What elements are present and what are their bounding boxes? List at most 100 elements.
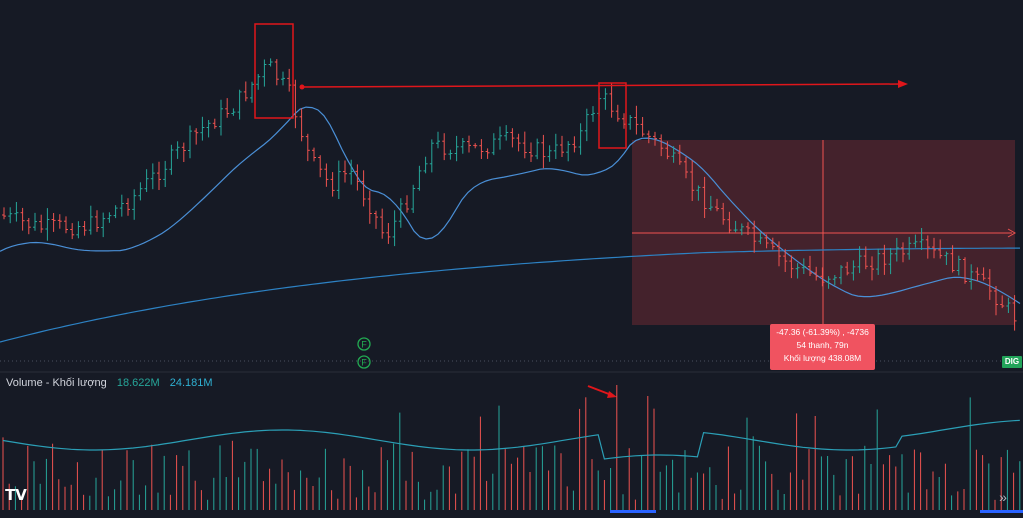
ohlc-bar <box>491 133 496 156</box>
ohlc-bar <box>200 116 205 141</box>
ohlc-bar <box>169 144 174 175</box>
chevron-double-right-icon[interactable]: » <box>999 489 1007 505</box>
ohlc-bar <box>777 241 781 267</box>
measure-tooltip: -47.36 (-61.39%) , -4736 54 thanh, 79n K… <box>770 324 875 370</box>
ohlc-bar <box>529 142 533 162</box>
ohlc-bar <box>882 244 887 275</box>
ohlc-bar <box>671 146 676 163</box>
ohlc-bar <box>188 125 192 159</box>
ohlc-bar <box>727 211 732 234</box>
ohlc-bar <box>417 165 422 191</box>
ohlc-bar <box>64 216 68 234</box>
ohlc-bar <box>535 138 540 160</box>
ohlc-bar <box>281 71 285 86</box>
annotation-horizontal-line[interactable] <box>301 83 903 88</box>
ohlc-bar <box>473 143 478 149</box>
annotation-box-1[interactable] <box>254 23 294 119</box>
ohlc-bar <box>845 261 850 276</box>
ohlc-bar <box>510 128 515 148</box>
event-marker-icon[interactable] <box>357 337 371 351</box>
ohlc-bar <box>392 210 397 247</box>
ohlc-bar <box>355 164 360 191</box>
ohlc-bar <box>144 169 149 192</box>
ohlc-bar <box>318 155 323 178</box>
ohlc-bar <box>547 145 552 162</box>
ohlc-bar <box>956 255 961 276</box>
ohlc-bar <box>436 131 440 149</box>
ohlc-bar <box>367 190 372 224</box>
ohlc-bar <box>814 266 819 281</box>
ohlc-bar <box>157 161 161 190</box>
ohlc-bar <box>498 126 502 150</box>
ohlc-bar <box>206 120 211 138</box>
ohlc-bar <box>324 163 329 187</box>
ohlc-bar <box>423 156 428 174</box>
ohlc-bar <box>870 256 874 281</box>
ohlc-bar <box>460 138 465 154</box>
ohlc-bar <box>442 133 447 161</box>
ohlc-bar <box>33 212 37 231</box>
ohlc-bar <box>448 149 453 160</box>
ohlc-bar <box>938 239 943 259</box>
ohlc-bar <box>256 74 261 90</box>
ohlc-bar <box>349 159 354 185</box>
ohlc-bar <box>51 213 56 232</box>
ohlc-bar <box>578 123 583 155</box>
ohlc-bar <box>876 248 881 275</box>
ohlc-bar <box>82 221 87 236</box>
annotation-line-anchor[interactable] <box>299 84 305 90</box>
ohlc-bar <box>2 207 6 220</box>
ohlc-bar <box>857 246 862 274</box>
ohlc-bar <box>553 133 558 159</box>
ohlc-bar <box>479 139 484 159</box>
ohlc-bar <box>312 147 316 162</box>
ohlc-bar <box>411 184 416 213</box>
event-marker-icon[interactable] <box>357 355 371 369</box>
ohlc-bar <box>516 133 521 152</box>
ohlc-bar <box>783 248 788 272</box>
ohlc-bar <box>609 82 614 118</box>
ohlc-bar <box>894 237 899 262</box>
ohlc-bar <box>150 163 155 190</box>
annotation-box-2[interactable] <box>598 82 627 149</box>
ohlc-bar <box>653 131 657 146</box>
tradingview-logo[interactable]: 𝗧𝗩 <box>5 487 27 504</box>
ohlc-bar <box>733 220 738 233</box>
ohlc-bar <box>231 108 236 116</box>
ohlc-bar <box>913 234 918 248</box>
ohlc-bar <box>119 194 124 217</box>
ohlc-bar <box>591 106 595 122</box>
ohlc-bar <box>268 58 273 67</box>
ohlc-bar <box>299 108 304 142</box>
symbol-price-badge[interactable]: DIG <box>1002 356 1022 368</box>
ohlc-bar <box>677 144 682 165</box>
ohlc-bar <box>901 242 905 263</box>
ohlc-bar <box>20 207 25 231</box>
volume-legend-title: Volume - Khối lượng <box>6 377 107 389</box>
ohlc-bar <box>963 257 967 284</box>
ohlc-bar <box>746 222 750 235</box>
ohlc-bar <box>305 133 310 162</box>
ohlc-bar <box>739 223 744 236</box>
ohlc-bar <box>70 223 75 240</box>
ohlc-bar <box>212 118 217 129</box>
event-marker-label: F <box>361 340 367 350</box>
ohlc-bar <box>640 117 645 137</box>
ohlc-bar <box>467 135 471 153</box>
ohlc-bar <box>250 81 254 103</box>
volume-ma-line <box>2 419 1020 460</box>
ohlc-bar <box>26 218 31 235</box>
ohlc-bar <box>95 210 99 232</box>
ohlc-bar <box>646 130 651 144</box>
ohlc-bar <box>925 235 930 259</box>
ohlc-bar <box>380 208 385 239</box>
ohlc-bar <box>262 59 267 87</box>
ohlc-bar <box>560 135 564 157</box>
volume-legend[interactable]: Volume - Khối lượng 18.622M 24.181M <box>6 377 220 389</box>
ohlc-bar <box>175 141 180 159</box>
ohlc-bar <box>932 237 936 259</box>
ohlc-bar <box>950 245 955 273</box>
ohlc-bar <box>994 286 998 316</box>
